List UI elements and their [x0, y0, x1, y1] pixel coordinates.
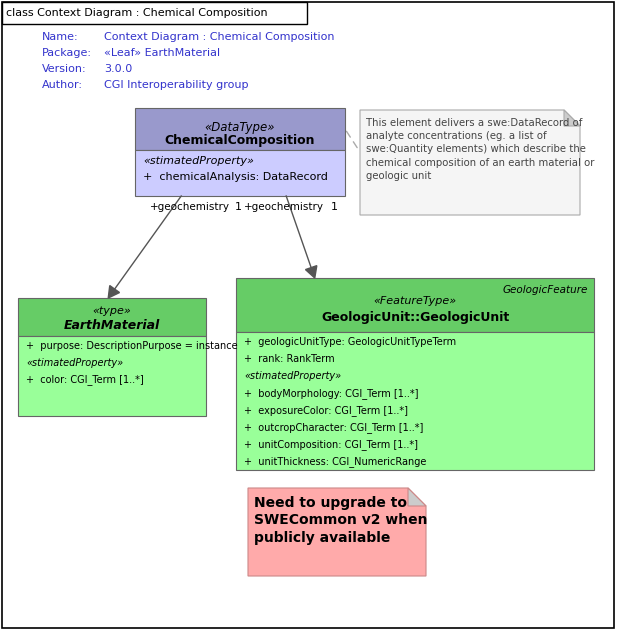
FancyBboxPatch shape [18, 298, 206, 336]
Polygon shape [248, 488, 426, 576]
Polygon shape [564, 110, 580, 126]
Text: +geochemistry: +geochemistry [150, 202, 230, 212]
Text: +  outcropCharacter: CGI_Term [1..*]: + outcropCharacter: CGI_Term [1..*] [244, 422, 423, 433]
Text: +  purpose: DescriptionPurpose = instance: + purpose: DescriptionPurpose = instance [26, 341, 238, 351]
Polygon shape [305, 266, 317, 278]
Text: «Leaf» EarthMaterial: «Leaf» EarthMaterial [104, 48, 220, 58]
Text: 1: 1 [331, 202, 338, 212]
Text: ChemicalComposition: ChemicalComposition [165, 134, 315, 147]
Polygon shape [108, 286, 120, 298]
Text: +  color: CGI_Term [1..*]: + color: CGI_Term [1..*] [26, 374, 144, 385]
Text: 3.0.0: 3.0.0 [104, 64, 132, 74]
FancyBboxPatch shape [236, 332, 594, 470]
FancyBboxPatch shape [135, 150, 345, 196]
Text: GeologicUnit::GeologicUnit: GeologicUnit::GeologicUnit [321, 311, 509, 324]
Text: +geochemistry: +geochemistry [244, 202, 324, 212]
FancyBboxPatch shape [2, 2, 307, 24]
Text: +  unitComposition: CGI_Term [1..*]: + unitComposition: CGI_Term [1..*] [244, 439, 418, 450]
Text: «DataType»: «DataType» [205, 121, 275, 134]
Text: GeologicFeature: GeologicFeature [503, 285, 588, 295]
FancyBboxPatch shape [236, 278, 594, 332]
Text: Package:: Package: [42, 48, 92, 58]
Text: +  chemicalAnalysis: DataRecord: + chemicalAnalysis: DataRecord [143, 172, 328, 182]
FancyBboxPatch shape [18, 336, 206, 416]
Text: Need to upgrade to
SWECommon v2 when
publicly available: Need to upgrade to SWECommon v2 when pub… [254, 496, 428, 545]
Text: Name:: Name: [42, 32, 78, 42]
Text: «type»: «type» [93, 306, 131, 316]
Text: Author:: Author: [42, 80, 83, 90]
Text: CGI Interoperability group: CGI Interoperability group [104, 80, 249, 90]
Text: +  rank: RankTerm: + rank: RankTerm [244, 354, 334, 364]
Text: 1: 1 [235, 202, 242, 212]
Text: +  bodyMorphology: CGI_Term [1..*]: + bodyMorphology: CGI_Term [1..*] [244, 388, 418, 399]
Text: Version:: Version: [42, 64, 86, 74]
Text: +  unitThickness: CGI_NumericRange: + unitThickness: CGI_NumericRange [244, 456, 426, 467]
Text: EarthMaterial: EarthMaterial [64, 319, 160, 332]
Polygon shape [408, 488, 426, 506]
Text: class Context Diagram : Chemical Composition: class Context Diagram : Chemical Composi… [6, 8, 268, 18]
Text: This element delivers a swe:DataRecord of
analyte concentrations (eg. a list of
: This element delivers a swe:DataRecord o… [366, 118, 594, 181]
Text: «FeatureType»: «FeatureType» [373, 296, 457, 306]
FancyBboxPatch shape [135, 108, 345, 150]
Text: «stimatedProperty»: «stimatedProperty» [26, 358, 123, 368]
Polygon shape [360, 110, 580, 215]
Text: +  exposureColor: CGI_Term [1..*]: + exposureColor: CGI_Term [1..*] [244, 405, 408, 416]
Text: +  geologicUnitType: GeologicUnitTypeTerm: + geologicUnitType: GeologicUnitTypeTerm [244, 337, 456, 347]
Text: «stimatedProperty»: «stimatedProperty» [143, 156, 254, 166]
Text: «stimatedProperty»: «stimatedProperty» [244, 371, 341, 381]
Text: Context Diagram : Chemical Composition: Context Diagram : Chemical Composition [104, 32, 334, 42]
